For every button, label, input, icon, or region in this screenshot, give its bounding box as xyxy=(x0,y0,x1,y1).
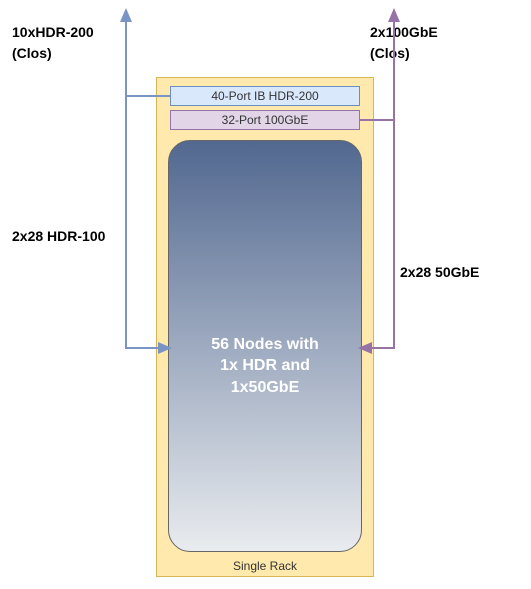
rack-label: Single Rack xyxy=(156,559,374,575)
eth-switch-bar: 32-Port 100GbE xyxy=(170,110,360,130)
left-link-label: 2x28 HDR-100 xyxy=(12,226,105,247)
left-uplink-label: 10xHDR-200 (Clos) xyxy=(12,22,94,64)
nodes-box: 56 Nodes with 1x HDR and 1x50GbE xyxy=(168,140,362,552)
ib-switch-label: 40-Port IB HDR-200 xyxy=(211,89,318,103)
eth-switch-label: 32-Port 100GbE xyxy=(222,113,309,127)
right-link-label: 2x28 50GbE xyxy=(400,262,479,283)
nodes-text: 56 Nodes with 1x HDR and 1x50GbE xyxy=(211,334,319,399)
right-uplink-label: 2x100GbE (Clos) xyxy=(370,22,438,64)
ib-switch-bar: 40-Port IB HDR-200 xyxy=(170,86,360,106)
